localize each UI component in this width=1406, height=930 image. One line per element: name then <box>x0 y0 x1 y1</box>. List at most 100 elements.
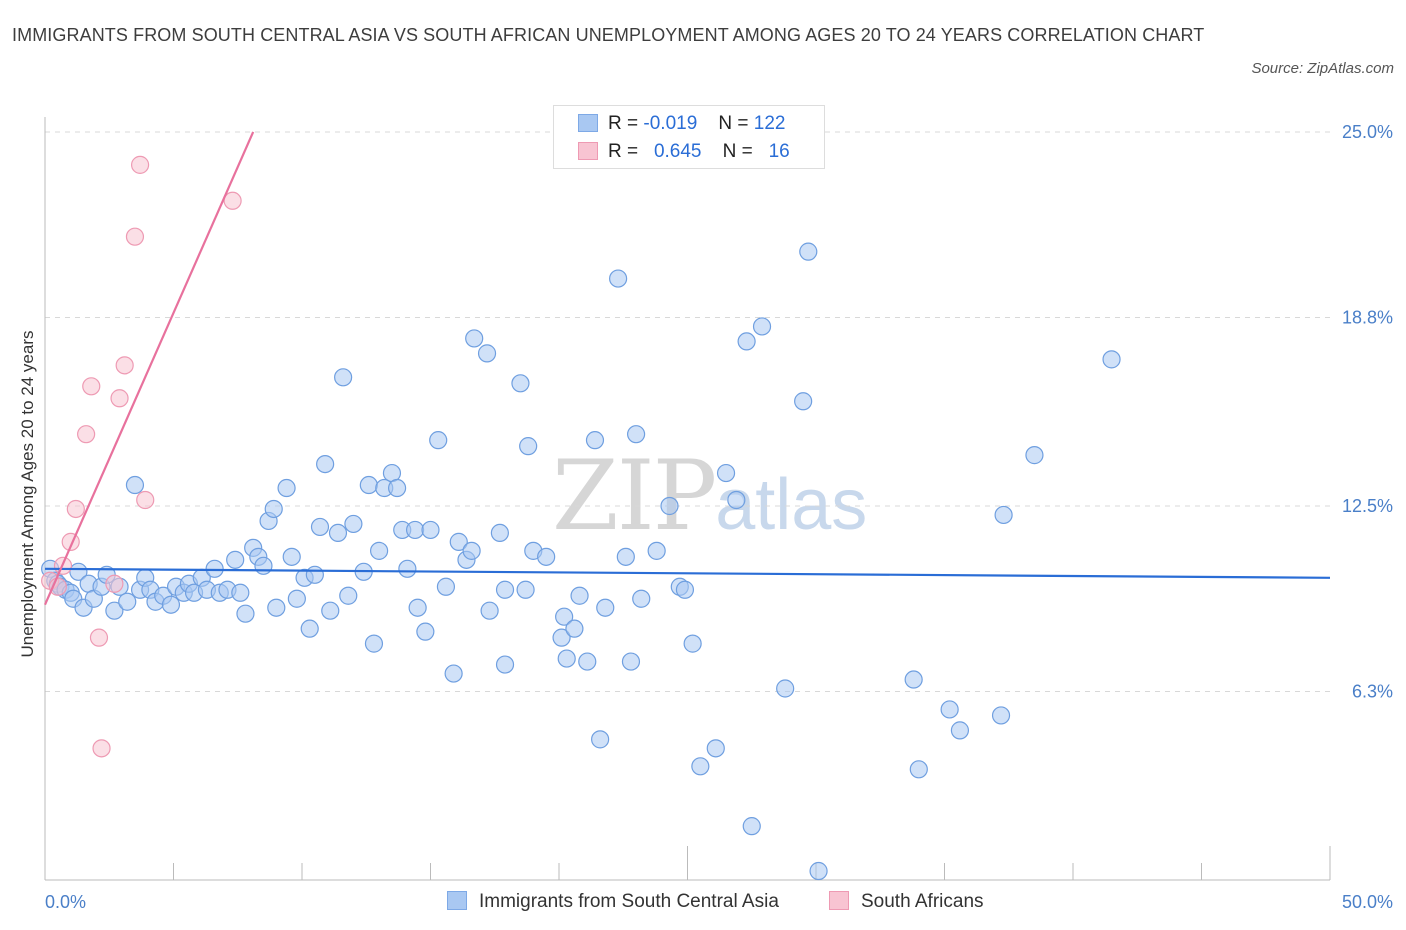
point-immigrants <box>334 368 353 387</box>
point-immigrants <box>727 490 746 510</box>
point-immigrants <box>436 577 456 596</box>
point-immigrants <box>267 598 286 617</box>
point-immigrants <box>264 499 283 519</box>
x-tick-label: 0.0% <box>45 892 86 912</box>
y-tick-label: 25.0% <box>1342 122 1393 142</box>
point-immigrants <box>675 580 695 599</box>
point-immigrants <box>125 475 145 495</box>
point-immigrants <box>647 541 666 560</box>
point-immigrants <box>495 655 515 674</box>
series-swatch-immigrants <box>447 891 467 910</box>
point-immigrants <box>516 580 535 599</box>
point-immigrants <box>950 721 970 740</box>
series-legend-south-africans[interactable]: South Africans <box>829 888 984 916</box>
point-immigrants <box>444 664 463 683</box>
point-immigrants <box>236 604 255 623</box>
point-immigrants <box>706 739 725 758</box>
watermark-zip: ZIP <box>552 440 717 552</box>
x-tick-label: 50.0% <box>1342 892 1393 912</box>
point-immigrants <box>69 562 88 581</box>
point-immigrants <box>909 760 928 779</box>
point-immigrants <box>632 589 651 608</box>
point-south-africans <box>130 155 150 174</box>
point-immigrants <box>421 520 440 540</box>
point-south-africans <box>92 739 111 758</box>
point-immigrants <box>519 437 538 456</box>
point-immigrants <box>316 454 335 474</box>
point-immigrants <box>904 670 923 689</box>
point-immigrants <box>555 607 574 626</box>
point-south-africans <box>66 499 85 519</box>
point-immigrants <box>344 514 363 534</box>
chart-title: IMMIGRANTS FROM SOUTH CENTRAL ASIA VS SO… <box>12 25 1205 45</box>
point-immigrants <box>161 595 181 614</box>
series-legend-immigrants[interactable]: Immigrants from South Central Asia <box>447 888 779 916</box>
point-immigrants <box>449 532 468 551</box>
point-immigrants <box>226 550 245 569</box>
point-immigrants <box>596 598 615 617</box>
point-immigrants <box>118 592 137 611</box>
series-swatch-south-africans <box>829 891 849 910</box>
point-immigrants <box>537 547 556 566</box>
y-tick-label: 12.5% <box>1342 496 1393 516</box>
point-immigrants <box>809 861 828 881</box>
legend-n-label: N = <box>722 141 753 162</box>
point-immigrants <box>387 478 407 498</box>
legend-swatch-immigrants <box>578 114 598 132</box>
point-immigrants <box>231 583 250 602</box>
legend-n-value-south-africans: 16 <box>768 141 790 162</box>
point-immigrants <box>940 700 959 719</box>
point-south-africans <box>77 425 96 444</box>
point-immigrants <box>370 541 389 560</box>
legend-r-value-immigrants: -0.019 <box>643 113 698 134</box>
point-south-africans <box>82 377 101 396</box>
watermark: ZIPatlas <box>552 440 867 552</box>
point-immigrants <box>626 425 646 444</box>
trend-line-south-africans <box>43 131 255 606</box>
stats-legend: R = -0.019 N = 122 R = 0.645 N = 16 <box>553 105 825 169</box>
point-immigrants <box>511 374 530 393</box>
point-immigrants <box>495 580 515 599</box>
point-immigrants <box>277 478 296 498</box>
point-immigrants <box>287 589 306 608</box>
point-immigrants <box>1102 350 1121 369</box>
point-immigrants <box>310 517 330 537</box>
series-label-south-africans: South Africans <box>861 891 984 912</box>
point-immigrants <box>398 559 417 578</box>
point-immigrants <box>480 601 499 620</box>
series-legend: Immigrants from South Central Asia South… <box>0 888 1406 916</box>
point-immigrants <box>359 475 378 495</box>
point-immigrants <box>490 523 509 543</box>
source-label: Source: ZipAtlas.com <box>1251 60 1394 77</box>
y-tick-label: 18.8% <box>1342 307 1393 327</box>
point-immigrants <box>465 329 484 348</box>
point-immigrants <box>408 598 427 617</box>
point-immigrants <box>578 652 597 671</box>
point-immigrants <box>405 520 425 540</box>
point-immigrants <box>660 496 679 516</box>
point-immigrants <box>254 556 273 575</box>
point-immigrants <box>282 547 301 566</box>
point-immigrants <box>552 628 571 647</box>
point-immigrants <box>416 622 435 641</box>
point-immigrants <box>339 586 358 605</box>
point-immigrants <box>585 431 605 450</box>
legend-row-immigrants: R = -0.019 N = 122 <box>578 112 785 136</box>
point-immigrants <box>616 547 635 566</box>
point-immigrants <box>300 619 319 638</box>
point-south-africans <box>223 191 242 210</box>
point-immigrants <box>621 652 641 671</box>
point-immigrants <box>591 730 610 749</box>
point-immigrants <box>716 463 736 483</box>
point-immigrants <box>105 601 124 620</box>
point-immigrants <box>305 565 324 584</box>
legend-r-value-south-africans: 0.645 <box>653 141 702 162</box>
point-south-africans <box>115 356 134 375</box>
point-immigrants <box>991 706 1011 725</box>
point-immigrants <box>799 242 818 261</box>
legend-swatch-south-africans <box>578 142 598 160</box>
y-tick-label: 6.3% <box>1352 681 1393 701</box>
point-immigrants <box>737 332 756 351</box>
legend-row-south-africans: R = 0.645 N = 16 <box>578 140 790 164</box>
